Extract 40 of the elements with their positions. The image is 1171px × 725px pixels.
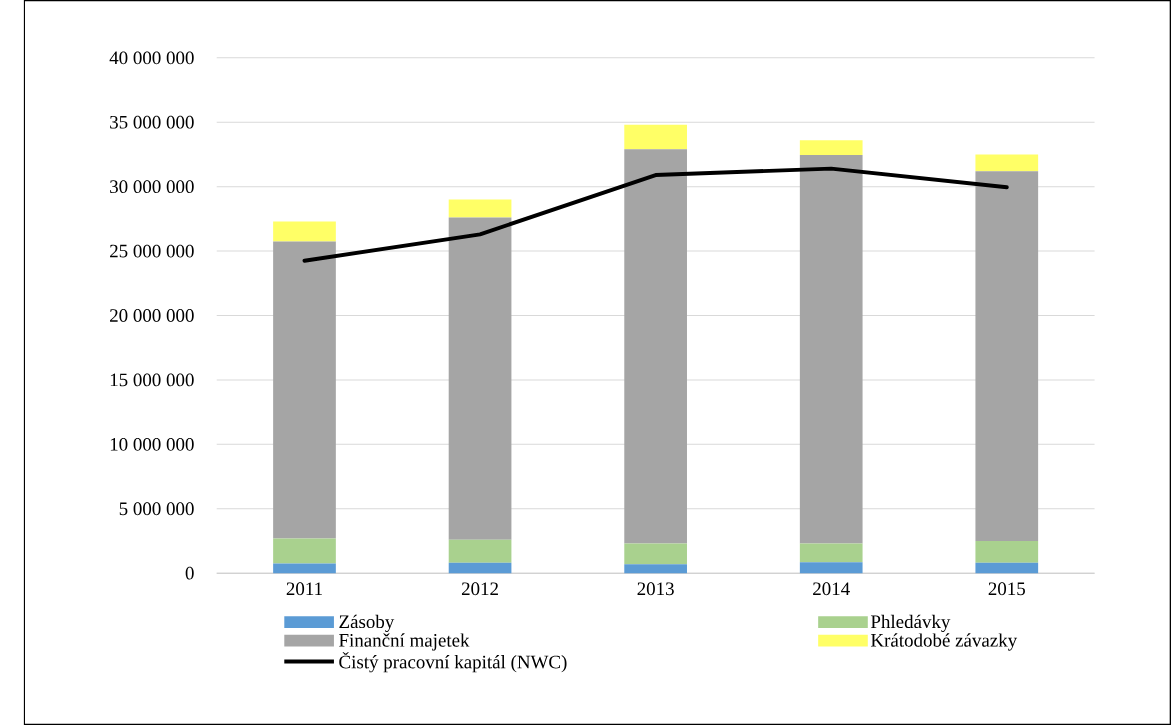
bar (273, 221, 336, 242)
bar (975, 540, 1039, 563)
y-tick-label: 0 (185, 566, 194, 580)
legend-label: Čistý pracovní kapitál (NWC) (339, 651, 567, 673)
legend-label: Phledávky (870, 614, 951, 632)
bar (799, 543, 863, 563)
x-tick-label: 2011 (286, 582, 322, 596)
legend-label: Krátodobé závazky (870, 633, 1018, 651)
line-series (302, 166, 1009, 263)
bar (273, 563, 336, 574)
bar (799, 140, 863, 156)
bar (975, 171, 1039, 541)
y-tick-label: 15 000 000 (110, 373, 194, 387)
y-tick-label: 10 000 000 (110, 437, 194, 451)
x-tick-label: 2012 (461, 582, 498, 596)
bar (624, 564, 687, 574)
x-tick-label: 2015 (988, 582, 1025, 596)
bar (448, 199, 512, 218)
y-tick-label: 20 000 000 (110, 309, 194, 322)
bar (448, 539, 512, 563)
bar (624, 149, 687, 544)
bar (624, 543, 687, 565)
legend-label: Zásoby (339, 614, 395, 632)
y-tick-label: 40 000 000 (109, 51, 194, 65)
y-tick-label: 5 000 000 (119, 502, 194, 516)
y-tick-label: 25 000 000 (110, 244, 194, 258)
x-tick-label: 2014 (813, 582, 850, 596)
bar (975, 154, 1039, 172)
bar (799, 562, 863, 574)
x-tick-label: 2013 (637, 582, 674, 596)
y-tick-label: 30 000 000 (110, 180, 194, 194)
bar (624, 124, 687, 150)
bar (448, 562, 512, 574)
bar (975, 562, 1039, 574)
y-tick-label: 35 000 000 (110, 115, 194, 129)
bar (799, 155, 863, 544)
legend-label: Finanční majetek (339, 633, 470, 651)
bar (273, 538, 336, 564)
bar (273, 241, 336, 539)
bar (448, 217, 512, 540)
